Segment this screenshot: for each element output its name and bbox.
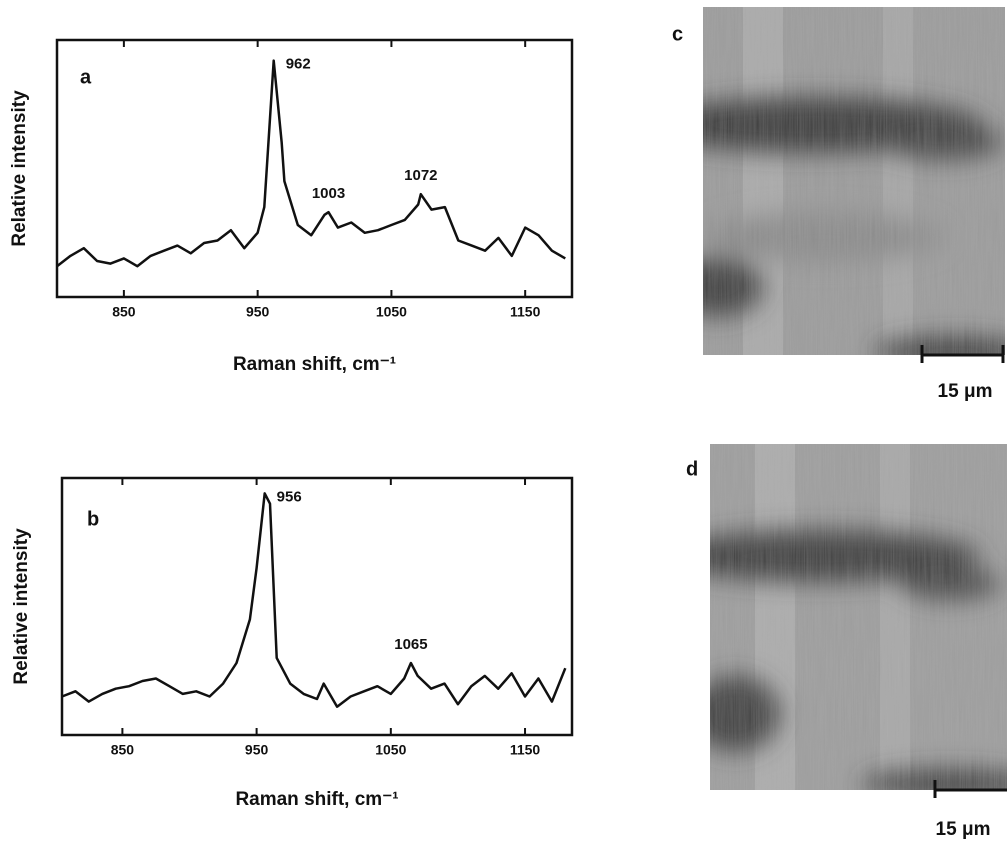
x-tick-label: 850 [112, 304, 136, 320]
image-d [710, 444, 1007, 790]
micrograph: c 15 μm [672, 7, 1005, 402]
x-axis-label: Raman shift, cm⁻¹ [235, 789, 398, 810]
plot-frame [55, 38, 574, 299]
scale-bar [920, 345, 1005, 363]
panel-label: b [87, 508, 99, 530]
panel-label: c [672, 23, 683, 45]
scale-bar [933, 780, 1007, 798]
image-c [703, 7, 1005, 355]
peak-annotation: 1003 [312, 185, 345, 202]
y-axis-label: Relative intensity [9, 90, 30, 247]
x-axis-label: Raman shift, cm⁻¹ [233, 354, 396, 375]
y-axis-label: Relative intensity [11, 528, 32, 685]
peak-annotation: 956 [277, 488, 302, 505]
x-tick-label: 1150 [510, 304, 541, 320]
plot-frame [60, 476, 574, 737]
x-tick-label: 850 [111, 742, 135, 758]
panel-label: d [686, 458, 698, 480]
peak-annotation: 1065 [394, 636, 427, 653]
peak-annotation: 1072 [404, 167, 437, 184]
x-tick-label: 950 [246, 304, 270, 320]
spectrum-line [61, 492, 567, 708]
spectrum-line [56, 59, 566, 268]
scale-label: 15 μm [936, 819, 991, 840]
x-tick-label: 1150 [510, 742, 541, 758]
x-tick-label: 950 [245, 742, 269, 758]
panel-label: a [80, 66, 92, 88]
x-tick-label: 1050 [376, 304, 407, 320]
scale-label: 15 μm [938, 381, 993, 402]
x-tick-label: 1050 [375, 742, 406, 758]
micrograph: d 15 μm [686, 444, 1007, 840]
peak-annotation: 962 [286, 56, 311, 73]
